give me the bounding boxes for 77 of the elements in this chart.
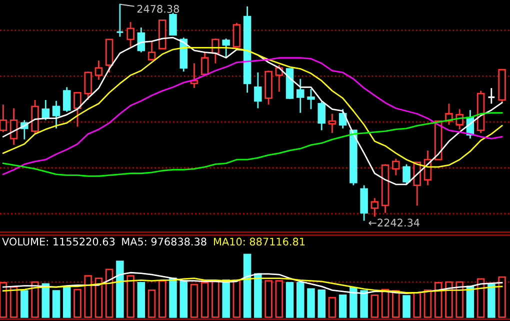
bar [180, 280, 188, 318]
bar [445, 281, 453, 318]
candlestick [487, 87, 496, 104]
candlestick [318, 101, 326, 131]
bar [392, 290, 400, 318]
bar [212, 280, 220, 318]
bar [222, 279, 230, 318]
bar [20, 290, 28, 318]
bar [476, 278, 485, 318]
bar [296, 282, 304, 318]
bar [434, 282, 442, 318]
candlestick [222, 38, 230, 58]
bar [126, 275, 134, 318]
candlestick [62, 86, 71, 113]
candlestick [360, 184, 368, 222]
candlestick [402, 164, 410, 186]
candlestick [126, 21, 134, 48]
candlestick [338, 108, 347, 130]
text: MA5: 976838.38 [122, 238, 206, 246]
candlestick [169, 12, 177, 36]
bar [84, 275, 92, 318]
candlestick [52, 100, 60, 130]
candlestick [254, 72, 262, 109]
bar [10, 286, 18, 318]
bar [169, 278, 177, 318]
candlestick [328, 113, 336, 134]
bar [275, 280, 284, 318]
bar [105, 268, 114, 318]
bar [488, 284, 496, 318]
bar [116, 260, 124, 318]
bar [94, 278, 103, 318]
bar [424, 290, 432, 318]
candlestick [296, 78, 304, 114]
bar [200, 282, 209, 318]
bar [338, 294, 347, 318]
candlestick [232, 22, 241, 48]
candlestick [94, 60, 103, 80]
candlestick [456, 108, 464, 130]
annotation: 2478.38 [137, 4, 179, 13]
bar [307, 288, 315, 318]
bar [498, 276, 506, 318]
bar [466, 286, 474, 318]
bar [328, 297, 336, 318]
bar [402, 295, 410, 318]
bar [52, 290, 60, 318]
bar [370, 294, 379, 318]
candlestick [148, 40, 156, 62]
bar [413, 292, 422, 318]
bar [286, 282, 294, 318]
bar [158, 280, 166, 318]
bar [62, 286, 71, 318]
candlestick [84, 70, 92, 101]
annotation: ←2242.34 [368, 218, 420, 227]
bar [31, 281, 39, 318]
bar [381, 288, 390, 318]
bar [456, 281, 464, 318]
text: MA10: 887116.81 [214, 238, 305, 246]
candlestick [392, 158, 400, 176]
bar [190, 284, 198, 318]
bar [318, 290, 326, 318]
candlestick [307, 88, 315, 110]
bar [264, 280, 272, 318]
bar [254, 273, 262, 318]
bar [148, 290, 156, 318]
bar [74, 288, 82, 318]
bar [137, 282, 146, 318]
candlestick [74, 92, 82, 128]
chart-title: VOLUME: 1155220.63 [2, 238, 115, 246]
bar [243, 254, 252, 318]
candlestick [0, 104, 8, 133]
bar [42, 283, 50, 318]
bar [360, 290, 368, 318]
candlestick [200, 52, 209, 75]
bar [350, 287, 358, 318]
candlestick [370, 197, 379, 218]
candlestick [42, 99, 50, 121]
bar [232, 279, 241, 318]
